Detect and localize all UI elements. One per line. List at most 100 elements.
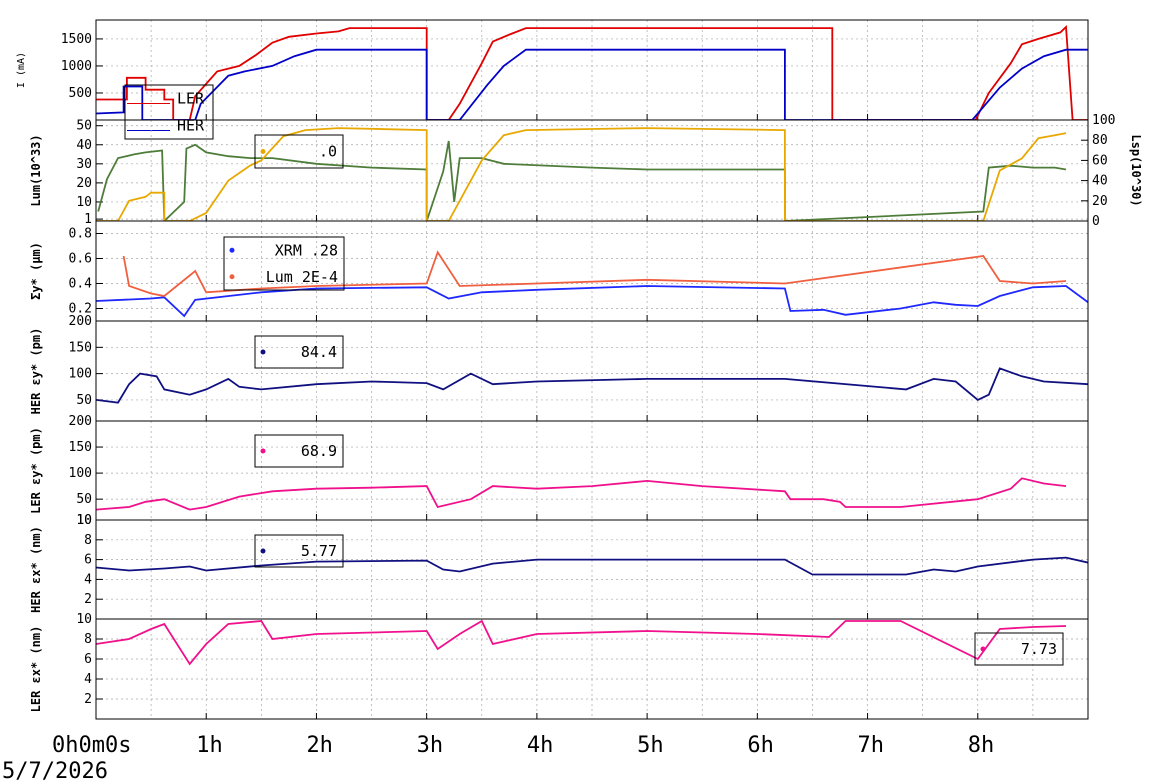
y-tick-label: 20	[76, 176, 92, 191]
y2-axis-label: Lsp(10^30)	[1129, 134, 1143, 206]
y-tick-label: 200	[69, 314, 92, 329]
y-axis-label: LER εy* (pm)	[29, 427, 43, 514]
y2-tick-label: 100	[1092, 113, 1115, 128]
y-tick-label: 8	[84, 533, 92, 548]
legend-label: 84.4	[301, 343, 337, 361]
panel-frame	[95, 420, 1089, 521]
series-ler-x-	[96, 619, 1067, 666]
legend-her_ex: 5.77	[254, 534, 344, 568]
legend-swatch	[260, 349, 266, 355]
y-tick-label: 2	[84, 592, 92, 607]
series-ler-y-	[96, 477, 1067, 511]
y2-tick-label: 40	[1092, 174, 1108, 189]
series-her	[96, 48, 1088, 120]
y-axis-label: Lum(10^33)	[29, 134, 43, 206]
y-axis-label: Σy* (μm)	[29, 242, 43, 300]
y-tick-label: 2	[84, 692, 92, 707]
y-tick-label: 50	[76, 393, 92, 408]
panel-her_ex: 2 4 6 8 10 HER εx* (nm) 5.77	[29, 513, 1089, 620]
y-tick-label: 1000	[61, 59, 92, 74]
legend-size: XRM .28 Lum 2E-4	[223, 236, 345, 291]
x-tick-label: 6h	[747, 733, 774, 758]
y-tick-label: 150	[69, 340, 92, 355]
x-tick-label: 2h	[306, 733, 333, 758]
y-tick-label: 1	[84, 212, 92, 227]
x-tick-label: 5h	[637, 733, 664, 758]
legend-swatch	[260, 548, 266, 554]
legend-ler_ex: 7.73	[974, 632, 1064, 666]
legend-box	[124, 84, 214, 140]
y-tick-label: 1500	[61, 32, 92, 47]
y-tick-label: 4	[84, 672, 92, 687]
y-tick-label: 500	[69, 86, 92, 101]
x-tick-label: 3h	[417, 733, 444, 758]
y-tick-label: 150	[69, 440, 92, 455]
y-axis-label: HER εy* (pm)	[29, 328, 43, 415]
legend-swatch	[229, 247, 235, 253]
y-axis-label: I (mA)	[16, 52, 27, 88]
panel-frame	[95, 618, 1089, 720]
y-tick-label: 0.4	[69, 277, 93, 292]
y2-tick-label: 0	[1092, 214, 1100, 229]
x-tick-label: 4h	[527, 733, 554, 758]
y-tick-label: 30	[76, 157, 92, 172]
y-tick-label: 8	[84, 632, 92, 647]
legend-label: Lum 2E-4	[266, 268, 338, 286]
series-xrm	[96, 285, 1088, 318]
time-axis: 0h0m0s 1h 2h 3h 4h 5h 6h 7h 8h	[52, 733, 994, 758]
legend-box	[254, 534, 344, 568]
y-tick-label: 10	[76, 513, 92, 528]
y-tick-label: 10	[76, 513, 92, 528]
legend-swatch	[260, 448, 266, 454]
legend-swatch	[229, 274, 235, 280]
y-tick-label: 6	[84, 553, 92, 568]
y-tick-label: 50	[76, 119, 92, 134]
x-tick-label: 7h	[858, 733, 885, 758]
legend-swatch	[260, 149, 266, 154]
legend-label: 5.77	[301, 542, 337, 560]
y-tick-label: 0.8	[69, 227, 92, 242]
legend-label: LER	[177, 90, 205, 108]
legend-lum: .0	[254, 134, 344, 169]
y-tick-label: 100	[69, 367, 92, 382]
y-tick-label: 10	[76, 195, 92, 210]
series-her-x-	[96, 556, 1088, 576]
y-tick-label: 40	[76, 138, 92, 153]
legend-box	[254, 434, 344, 468]
panel-lum: 1 10 20 30 40 50 0 20 40 60 80 100 Lsp(10^30) Lum(10^…	[29, 113, 1143, 229]
series-her-y-	[96, 367, 1088, 404]
legend-box	[254, 134, 344, 169]
y-axis-label: LER εx* (nm)	[29, 626, 43, 713]
y-tick-label: 200	[69, 414, 92, 429]
y-tick-label: 50	[76, 492, 92, 507]
legend-label: .0	[319, 143, 337, 161]
legend-ler_ey: 68.9	[254, 434, 344, 468]
legend-label: XRM .28	[275, 241, 338, 259]
y2-tick-label: 20	[1092, 194, 1108, 209]
legend-her_ey: 84.4	[254, 335, 344, 369]
y-tick-label: 100	[69, 466, 92, 481]
date-label: 5/7/2026	[2, 759, 108, 782]
y-tick-label: 6	[84, 652, 92, 667]
panel-ler_ey: 10 50 100 150 200 LER εy* (pm) 68.9	[29, 414, 1089, 528]
series-lum	[97, 140, 1067, 221]
y-tick-label: 0.6	[69, 252, 92, 267]
y-axis-label: HER εx* (nm)	[29, 526, 43, 613]
legend-label: 7.73	[1021, 640, 1057, 658]
legend-box	[974, 632, 1064, 666]
series-lsp	[96, 127, 1067, 221]
panel-size: 0.2 0.4 0.6 0.8 Σy* (μm) XRM .28 Lum 2E-4	[29, 220, 1089, 322]
y-tick-label: 10	[76, 612, 92, 627]
legend-swatch	[980, 646, 986, 652]
y-tick-label: 4	[84, 572, 92, 587]
y-tick-label: 0.2	[69, 302, 92, 317]
x-tick-label: 8h	[968, 733, 995, 758]
legend-box	[223, 236, 345, 291]
legend-box	[254, 335, 344, 369]
x-tick-label: 0h0m0s	[52, 733, 131, 758]
legend-label: 68.9	[301, 442, 337, 460]
